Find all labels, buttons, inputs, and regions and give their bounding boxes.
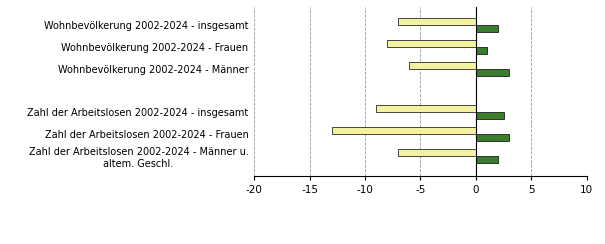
Bar <box>398 149 476 156</box>
Bar <box>476 112 503 119</box>
Bar <box>410 61 476 69</box>
Bar <box>332 127 476 134</box>
Bar <box>387 40 476 47</box>
Bar <box>398 18 476 25</box>
Bar <box>476 134 509 141</box>
Bar <box>476 47 487 54</box>
Bar <box>476 69 509 76</box>
Bar <box>476 156 498 163</box>
Bar <box>476 25 498 32</box>
Bar <box>376 105 476 112</box>
